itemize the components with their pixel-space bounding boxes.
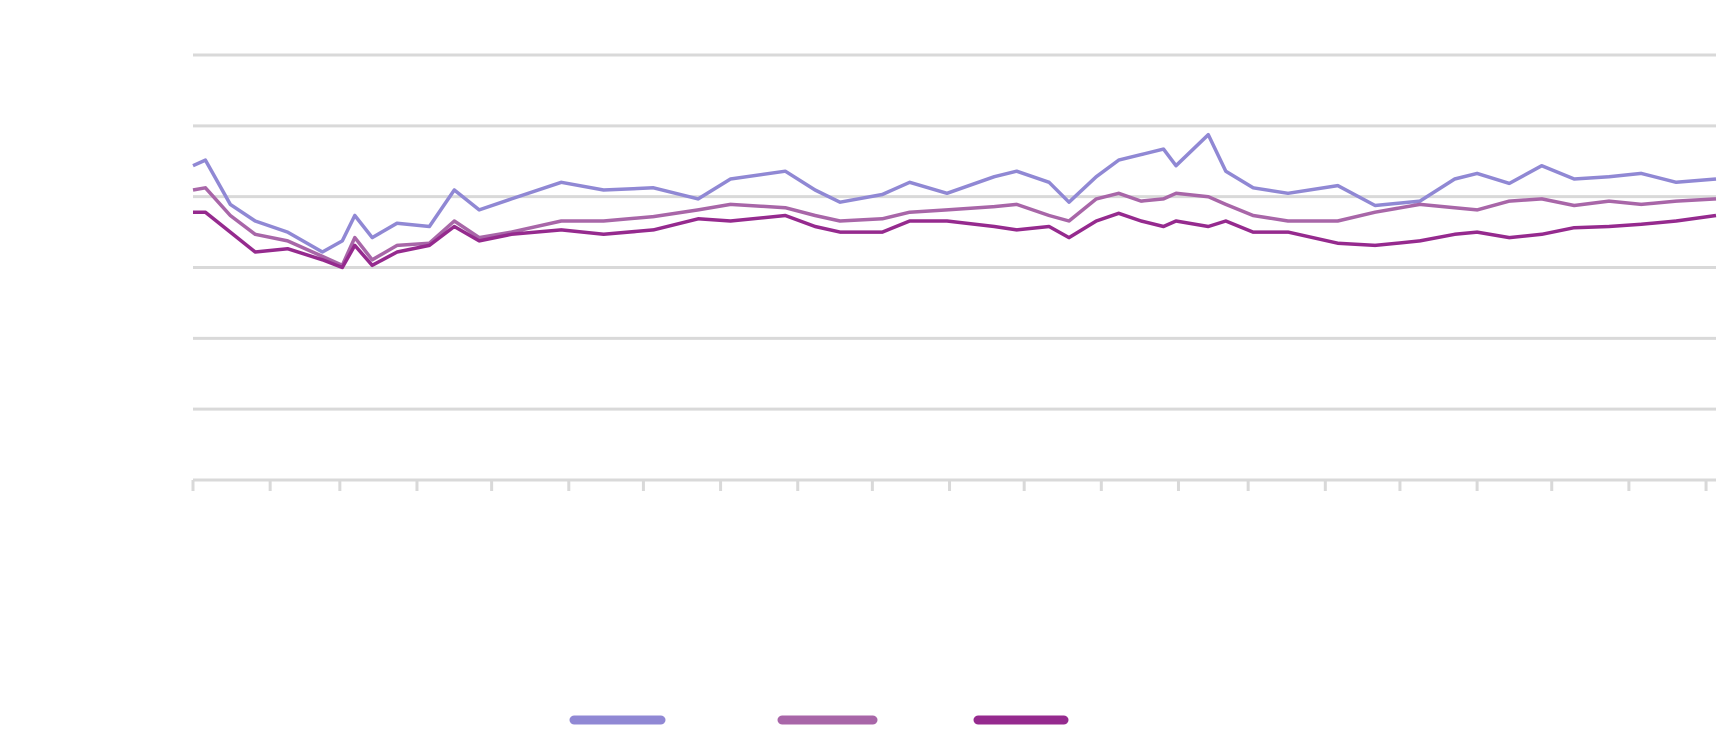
series-line — [193, 210, 1717, 270]
series-line — [192, 186, 1717, 268]
series-line — [192, 132, 1717, 254]
